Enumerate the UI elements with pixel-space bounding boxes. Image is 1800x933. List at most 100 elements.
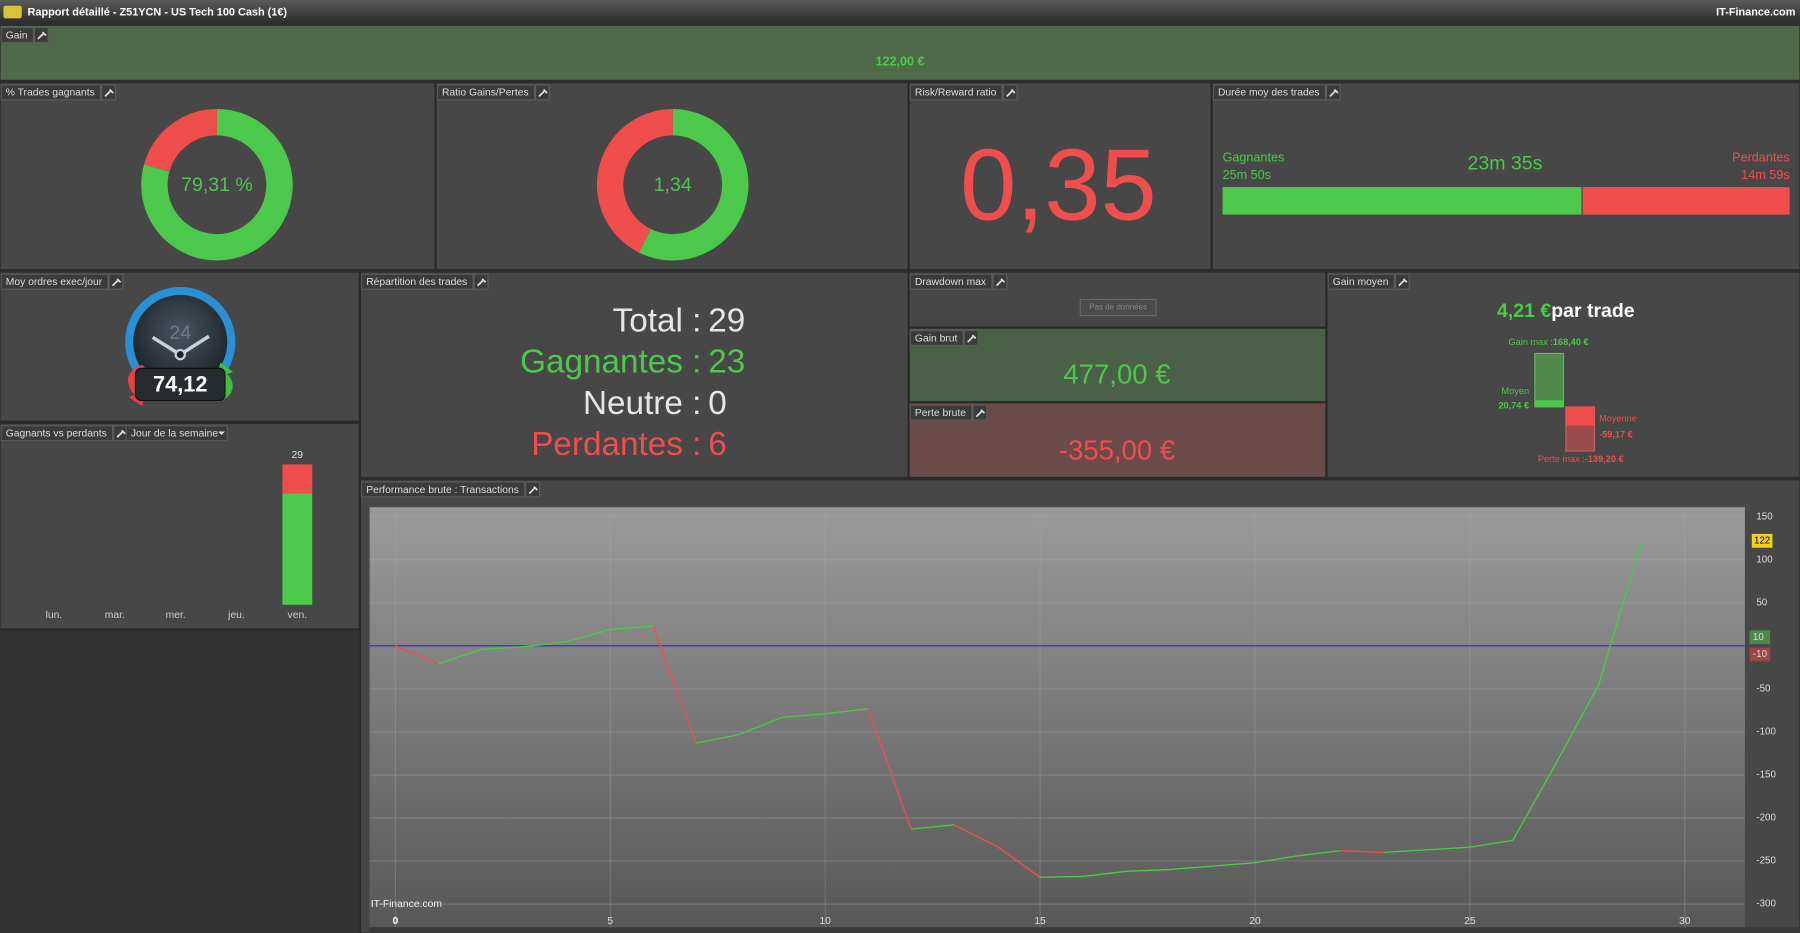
- panel-label: Gain: [6, 30, 28, 41]
- line-segment: [1297, 849, 1341, 857]
- line-segment: [481, 645, 525, 650]
- panel-tab: [909, 273, 993, 290]
- wrench-icon: [995, 278, 1006, 287]
- donut-segment: [596, 109, 674, 253]
- row-label: Gagnantes :: [520, 344, 701, 381]
- line-segment: [1426, 846, 1470, 851]
- panel-tab: [436, 84, 535, 101]
- last-value-box: [1751, 533, 1773, 548]
- row-label: Total :: [613, 302, 702, 339]
- row-value: 6: [708, 426, 727, 463]
- max-gain-value: 168,40 €: [1553, 338, 1589, 348]
- filter-label: Jour de la semaine: [131, 429, 219, 440]
- line-segment: [1383, 849, 1427, 854]
- x-tick-label: jeu.: [227, 610, 245, 621]
- wrench-icon: [111, 278, 122, 287]
- wrench-icon: [1329, 88, 1339, 98]
- x-tick-label: 0: [393, 916, 399, 927]
- y-tick-label: -150: [1756, 769, 1776, 780]
- panel-label: % Trades gagnants: [6, 88, 95, 99]
- gauge-value: 74,12: [153, 371, 208, 396]
- panel-label: Durée moy des trades: [1218, 88, 1320, 99]
- max-loss-value: -139,20 €: [1585, 455, 1624, 465]
- panel-label: Risk/Reward ratio: [915, 88, 997, 99]
- panel-label: Gain moyen: [1333, 277, 1389, 288]
- winning-label: Gagnantes: [1223, 151, 1285, 165]
- wrench-icon: [37, 31, 47, 40]
- panel-tab: [909, 329, 964, 347]
- axis-marker: [1749, 647, 1771, 662]
- x-tick-label: mer.: [166, 610, 186, 621]
- line-segment: [782, 713, 826, 718]
- panel-label: Performance brute : Transactions: [366, 485, 519, 496]
- row-value: 23: [708, 344, 745, 381]
- line-segment: [1340, 849, 1384, 854]
- panel-tab: [909, 404, 973, 421]
- row-label: Perdantes :: [531, 426, 701, 463]
- donut-segment: [639, 109, 749, 261]
- axis-marker: [1749, 630, 1771, 645]
- losing-label: Perdantes: [1732, 151, 1789, 165]
- x-tick-label: 10: [819, 916, 831, 927]
- panel-label: Répartition des trades: [366, 277, 467, 288]
- line-segment: [1168, 865, 1213, 871]
- gauge: 24 74,12: [125, 286, 236, 407]
- line-segment: [953, 824, 998, 847]
- window-title: Rapport détaillé - Z51YCN - US Tech 100 …: [28, 6, 288, 18]
- y-tick-label: -100: [1756, 726, 1776, 737]
- average-gain-value: 4,21 €: [1497, 300, 1551, 322]
- y-tick-label: 50: [1756, 597, 1767, 608]
- row-value: 29: [708, 302, 745, 339]
- filter-dropdown[interactable]: [125, 425, 228, 442]
- panel-label: Moy ordres exec/jour: [6, 277, 103, 288]
- y-tick-label: -50: [1756, 683, 1771, 694]
- wrench-icon: [538, 88, 548, 98]
- dropdown-caret: [218, 431, 225, 435]
- panel-tab: [0, 84, 102, 101]
- line-segment: [1598, 540, 1643, 685]
- line-segment: [652, 625, 697, 744]
- line-segment: [567, 628, 611, 643]
- no-data-button[interactable]: [1079, 298, 1157, 317]
- max-gain-label: Gain max :: [1509, 338, 1553, 348]
- panel-tab: [0, 273, 109, 290]
- wrench-icon: [116, 429, 126, 438]
- empty-area: [0, 631, 360, 933]
- line-segment: [1126, 868, 1170, 873]
- row-value: 0: [708, 385, 727, 422]
- panel-tab: [361, 273, 474, 290]
- panel: [359, 271, 909, 478]
- winning-value: 25m 50s: [1223, 168, 1271, 182]
- x-tick-label: 5: [607, 916, 613, 927]
- bar: [282, 493, 313, 605]
- x-tick-label: mar.: [105, 610, 125, 621]
- max-gain: Gain max :168,40 €: [1509, 338, 1589, 348]
- line-segment: [1512, 763, 1557, 841]
- x-tick-label: 20: [1249, 916, 1261, 927]
- plot-background: [369, 507, 1745, 928]
- avg-loss-label: Moyenne: [1599, 413, 1637, 423]
- donut-label: 1,34: [654, 174, 692, 196]
- risk-reward-value: 0,35: [960, 129, 1157, 241]
- panel-tab: [909, 84, 1003, 101]
- line-segment: [1040, 875, 1084, 879]
- gain-value: 122,00 €: [875, 54, 924, 68]
- bar: [282, 464, 313, 494]
- losing-value: 14m 59s: [1741, 168, 1789, 182]
- panel-tab: [1327, 273, 1395, 290]
- gauge-value-box: [134, 367, 226, 402]
- avg-gain-label: Moyen: [1502, 386, 1530, 396]
- average-gain-unit: par trade: [1551, 300, 1635, 322]
- panel-label: Gagnants vs perdants: [6, 429, 107, 440]
- line-segment: [524, 640, 568, 648]
- brand: IT-Finance.com: [1716, 6, 1796, 18]
- y-tick-label: -250: [1756, 856, 1776, 867]
- line-segment: [738, 716, 783, 736]
- wrench-icon: [975, 409, 986, 418]
- demo-icon: [3, 5, 22, 19]
- line-segment: [867, 708, 912, 830]
- no-data-label: Pas de données: [1089, 303, 1147, 312]
- line-segment: [1254, 855, 1299, 864]
- wrench-icon: [1398, 278, 1408, 287]
